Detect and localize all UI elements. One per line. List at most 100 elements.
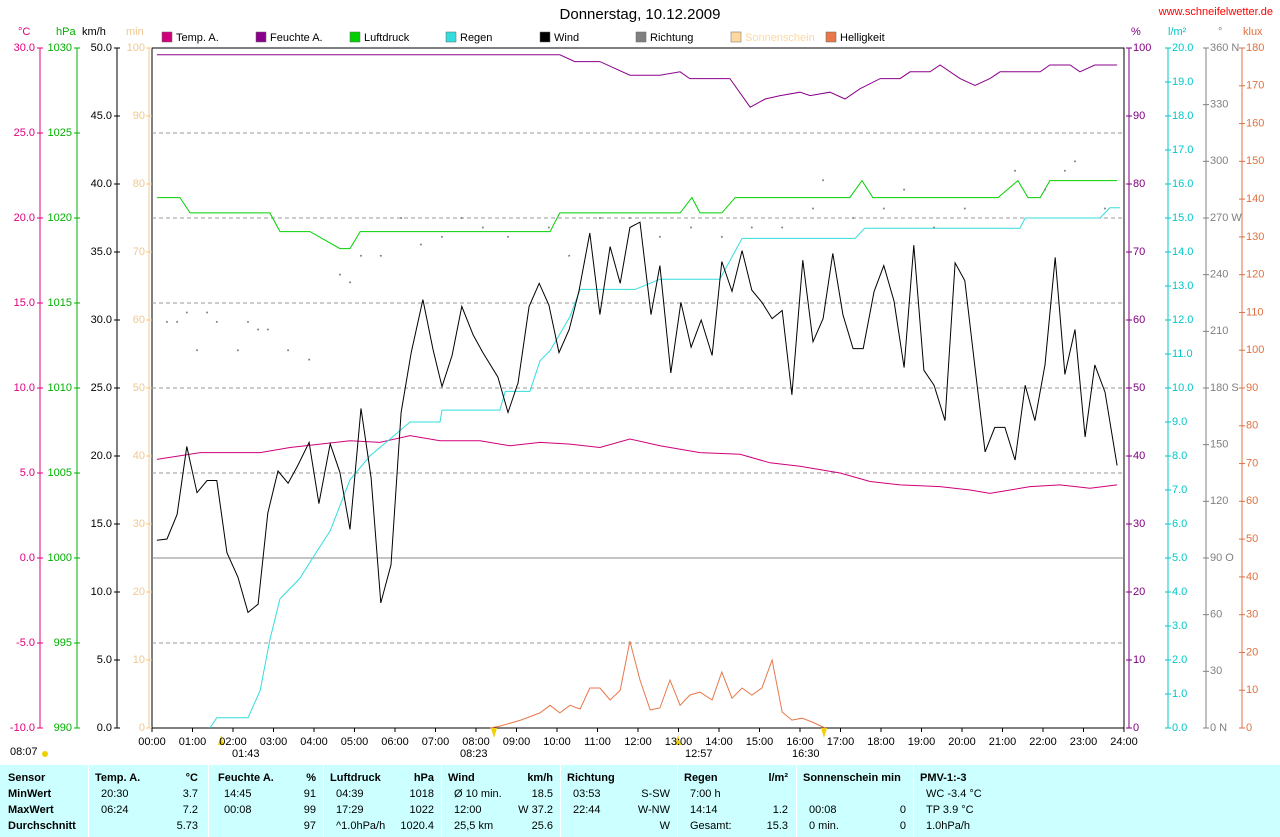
x-tick-label: 10:00: [543, 736, 571, 748]
y-tick-label: 14.0: [1172, 246, 1193, 258]
data-point: [658, 235, 661, 238]
data-point: [720, 235, 723, 238]
y-tick-label: 15.0: [91, 518, 112, 530]
table-cell: 1020.4: [400, 820, 434, 832]
legend-swatch: [349, 31, 361, 43]
separator: [913, 765, 914, 837]
y-tick-label: 15.0: [1172, 212, 1193, 224]
table-cell: km/h: [527, 772, 553, 784]
stats-table: Sensor MinWert MaxWert Durchschnitt Temp. A.…: [0, 765, 1280, 837]
legend-label: Helligkeit: [840, 32, 885, 44]
y-tick-label: 1015: [48, 297, 72, 309]
y-tick-label: 17.0: [1172, 144, 1193, 156]
x-tick-label: 07:00: [422, 736, 450, 748]
table-cell: 5.73: [176, 820, 198, 832]
table-cell: Richtung: [567, 772, 615, 784]
y-tick-label: 0 N: [1210, 722, 1227, 734]
legend-swatch: [635, 31, 647, 43]
table-cell: 00:08: [224, 804, 252, 816]
data-point: [379, 254, 382, 257]
x-tick-label: 13:00: [665, 736, 693, 748]
y-tick-label: 1025: [48, 127, 72, 139]
y-tick-label: 0: [139, 722, 145, 734]
table-cell: 3.7: [182, 788, 198, 800]
x-tick-label: 03:00: [260, 736, 288, 748]
y-tick-label: 50: [1133, 382, 1145, 394]
table-cell: 7.2: [182, 804, 198, 816]
y-tick-label: 12.0: [1172, 314, 1193, 326]
separator: [323, 765, 324, 837]
data-point: [338, 273, 341, 276]
table-cell: W: [659, 820, 670, 832]
legend-label: Feuchte A.: [270, 32, 323, 44]
separator: [208, 765, 209, 837]
annotation: 08:23: [460, 748, 488, 760]
chart-title: Donnerstag, 10.12.2009: [560, 6, 721, 23]
table-cell: 1018: [409, 788, 434, 800]
data-point: [266, 328, 269, 331]
y-tick-label: 50: [1246, 533, 1258, 545]
data-point: [185, 311, 188, 314]
x-tick-label: 22:00: [1029, 736, 1057, 748]
y-tick-label: 1005: [48, 467, 72, 479]
y-tick-label: 0: [1133, 722, 1139, 734]
legend-label: Sonnenschein: [745, 32, 815, 44]
y-tick-label: 25.0: [14, 127, 35, 139]
y-tick-label: 6.0: [1172, 518, 1187, 530]
data-point: [903, 188, 906, 191]
y-tick-label: -10.0: [10, 722, 35, 734]
y-tick-label: 90 O: [1210, 552, 1234, 564]
table-cell: Sensor: [8, 772, 46, 784]
table-cell: 03:53: [573, 788, 601, 800]
table-cell: 17:29: [336, 804, 364, 816]
axis-unit: klux: [1243, 26, 1263, 38]
y-tick-label: 18.0: [1172, 110, 1193, 122]
y-tick-label: 100: [1133, 42, 1151, 54]
x-tick-label: 02:00: [219, 736, 247, 748]
y-tick-label: 5.0: [1172, 552, 1187, 564]
y-tick-label: 1.0: [1172, 688, 1187, 700]
y-tick-label: 140: [1246, 193, 1264, 205]
data-point: [246, 320, 249, 323]
data-point: [628, 217, 631, 219]
y-tick-label: 15.0: [14, 297, 35, 309]
x-tick-label: 20:00: [948, 736, 976, 748]
table-cell: Ø 10 min.: [454, 788, 502, 800]
y-tick-label: 60: [1133, 314, 1145, 326]
y-tick-label: -5.0: [16, 637, 35, 649]
table-cell: Feuchte A.: [218, 772, 274, 784]
axis-unit: min: [126, 26, 144, 38]
data-point: [215, 320, 218, 323]
data-point: [400, 217, 403, 219]
y-tick-label: 45.0: [91, 110, 112, 122]
y-tick-label: 120: [1246, 269, 1264, 281]
y-tick-label: 1000: [48, 552, 72, 564]
marker: [218, 735, 224, 745]
annotation: 12:57: [685, 748, 713, 760]
table-cell: WC -3.4 °C: [926, 788, 982, 800]
data-point: [206, 311, 209, 314]
y-tick-label: 270 W: [1210, 212, 1242, 224]
y-tick-label: 1030: [48, 42, 72, 54]
data-point: [359, 254, 362, 257]
y-tick-label: 5.0: [20, 467, 35, 479]
y-tick-label: 70: [133, 246, 145, 258]
table-cell: 1022: [409, 804, 434, 816]
y-tick-label: 40: [1246, 571, 1258, 583]
data-point: [1073, 160, 1076, 163]
legend-swatch: [730, 31, 742, 43]
series-line: [156, 54, 1118, 108]
y-tick-label: 30: [1210, 665, 1222, 677]
y-tick-label: 50: [133, 382, 145, 394]
y-tick-label: 10: [1133, 654, 1145, 666]
annotation: 08:07: [10, 746, 38, 758]
y-tick-label: 7.0: [1172, 484, 1187, 496]
y-tick-label: 180: [1246, 42, 1264, 54]
legend-swatch: [445, 31, 457, 43]
data-point: [257, 328, 260, 331]
y-tick-label: 300: [1210, 155, 1228, 167]
x-tick-label: 23:00: [1070, 736, 1098, 748]
separator: [677, 765, 678, 837]
series-line: [156, 221, 1118, 614]
table-cell: TP 3.9 °C: [926, 804, 974, 816]
